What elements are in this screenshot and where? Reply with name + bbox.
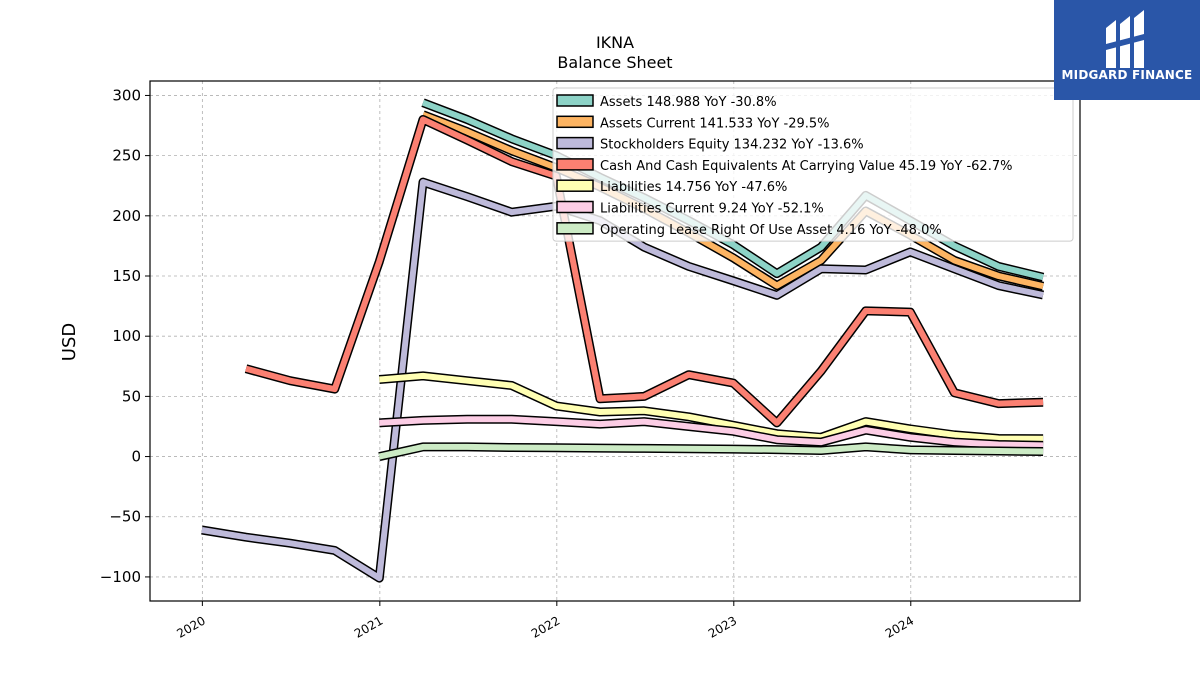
series-5 [378, 371, 1044, 444]
series-line [379, 372, 1044, 442]
y-tick-label: −50 [109, 508, 141, 526]
series-7 [378, 442, 1044, 461]
x-axis: 2020 2021 2022 2023 2024 [174, 601, 916, 641]
x-tick-label: 2021 [352, 613, 385, 640]
y-tick-label: 300 [112, 86, 141, 104]
y-axis: −100 −50 0 50 100 150 200 250 300 [100, 86, 150, 586]
midgard-logo: MIDGARD FINANCE [1054, 0, 1200, 100]
legend-entry: Operating Lease Right Of Use Asset 4.16 … [600, 223, 942, 238]
x-tick-label: 2022 [529, 613, 562, 640]
plot-frame [149, 80, 1081, 602]
legend-swatch [556, 136, 594, 150]
legend-swatch [556, 158, 594, 171]
y-tick-label: −100 [100, 568, 141, 586]
legend-entry: Assets Current 141.533 YoY -29.5% [600, 116, 830, 131]
y-tick-label: 50 [122, 387, 141, 405]
legend-swatch [556, 115, 594, 129]
legend-entry: Stockholders Equity 134.232 YoY -13.6% [600, 138, 864, 153]
y-tick-label: 100 [112, 327, 141, 345]
series-6 [379, 414, 1044, 450]
chart-title: IKNA [596, 33, 634, 52]
y-tick-label: 250 [112, 147, 141, 165]
legend-swatch [556, 179, 594, 192]
series-line [378, 443, 1044, 460]
y-tick-label: 150 [112, 267, 141, 285]
series-line [379, 416, 1044, 449]
legend-entry: Assets 148.988 YoY -30.8% [600, 95, 777, 110]
series-line [421, 111, 1044, 290]
midgard-logo-icon [1106, 10, 1144, 68]
x-tick-label: 2023 [706, 613, 739, 640]
logo-text: MIDGARD FINANCE [1061, 68, 1193, 82]
legend-box [552, 87, 1074, 242]
series-4 [244, 115, 1044, 428]
y-tick-label: 0 [131, 448, 141, 466]
series-2 [421, 110, 1045, 291]
y-tick-label: 200 [112, 207, 141, 225]
legend-entry: Liabilities 14.756 YoY -47.6% [600, 180, 787, 195]
legend-swatch [556, 200, 594, 214]
legend-swatch [556, 222, 594, 235]
y-axis-label: USD [59, 323, 80, 361]
x-tick-label: 2024 [883, 613, 916, 640]
legend-entry: Liabilities Current 9.24 YoY -52.1% [600, 202, 824, 217]
series-line [245, 116, 1044, 426]
legend-entry: Cash And Cash Equivalents At Carrying Va… [600, 159, 1012, 174]
x-tick-label: 2020 [174, 613, 207, 640]
legend-swatch [556, 94, 594, 107]
legend: Assets 148.988 YoY -30.8% Assets Current … [552, 87, 1074, 242]
chart-subtitle: Balance Sheet [557, 53, 672, 72]
